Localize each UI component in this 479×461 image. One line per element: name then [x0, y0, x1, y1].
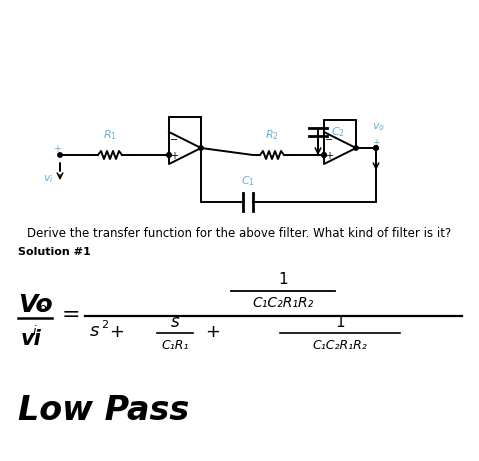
Circle shape: [167, 153, 171, 157]
Text: $C_2$: $C_2$: [331, 125, 345, 139]
Text: $C_1$: $C_1$: [241, 174, 255, 188]
Circle shape: [354, 146, 358, 150]
Text: Low Pass: Low Pass: [18, 394, 189, 426]
Text: s: s: [90, 322, 99, 340]
Text: =: =: [62, 305, 80, 325]
Circle shape: [374, 146, 378, 150]
Circle shape: [322, 153, 326, 157]
Text: C₁R₁: C₁R₁: [161, 338, 189, 351]
Text: +: +: [325, 151, 333, 161]
Text: 2: 2: [101, 320, 108, 330]
Circle shape: [167, 153, 171, 157]
Circle shape: [199, 146, 203, 150]
Text: $v_o$: $v_o$: [372, 121, 385, 133]
Circle shape: [374, 146, 378, 150]
Text: $v_i$: $v_i$: [43, 173, 53, 185]
Text: o: o: [38, 301, 46, 314]
Circle shape: [58, 153, 62, 157]
Text: $R_2$: $R_2$: [265, 128, 279, 142]
Text: Vo: Vo: [18, 293, 53, 317]
Text: C₁C₂R₁R₂: C₁C₂R₁R₂: [313, 338, 367, 351]
Text: $R_1$: $R_1$: [103, 128, 117, 142]
Text: −: −: [170, 135, 178, 145]
Text: +: +: [205, 323, 220, 341]
Text: 1: 1: [279, 272, 288, 286]
Text: Derive the transfer function for the above filter. What kind of filter is it?: Derive the transfer function for the abo…: [27, 226, 451, 240]
Text: +: +: [170, 151, 178, 161]
Text: 1: 1: [335, 314, 345, 330]
Text: +: +: [53, 144, 61, 154]
Text: −: −: [325, 135, 333, 145]
Text: vi: vi: [21, 329, 42, 349]
Text: +: +: [372, 138, 380, 148]
Text: C₁C₂R₁R₂: C₁C₂R₁R₂: [253, 296, 314, 310]
Circle shape: [322, 153, 326, 157]
Text: Solution #1: Solution #1: [18, 247, 91, 257]
Text: +: +: [109, 323, 124, 341]
Text: i: i: [33, 325, 36, 337]
Text: s: s: [171, 313, 179, 331]
